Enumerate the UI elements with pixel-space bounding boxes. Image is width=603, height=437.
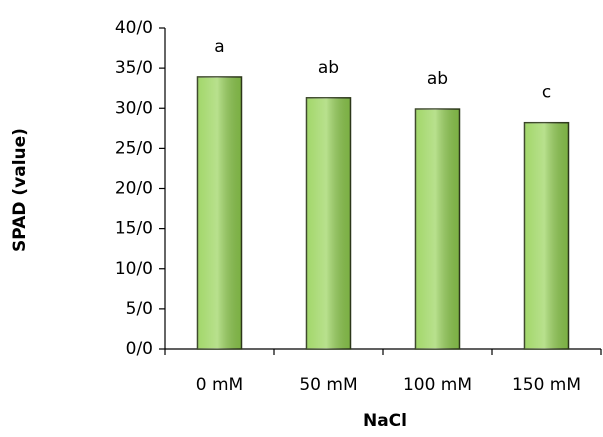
bar-shading [415, 109, 460, 350]
y-tick-label: 40/0 [115, 18, 153, 38]
y-tick-label: 30/0 [115, 98, 153, 118]
x-tick-label: 150 mM [512, 375, 581, 395]
significance-label: ab [318, 58, 339, 78]
y-tick-label: 20/0 [115, 179, 153, 199]
x-axis-label: NaCl [363, 411, 407, 431]
x-tick-label: 100 mM [403, 375, 472, 395]
y-axis-label: SPAD (value) [10, 128, 30, 252]
y-tick-label: 5/0 [126, 299, 153, 319]
y-tick-label: 10/0 [115, 259, 153, 279]
significance-label: c [542, 83, 551, 103]
significance-label: a [214, 37, 224, 57]
bar-shading [197, 76, 242, 349]
y-tick-label: 15/0 [115, 219, 153, 239]
x-tick-label: 0 mM [196, 375, 243, 395]
y-tick-label: 25/0 [115, 138, 153, 158]
y-tick-label: 0/0 [126, 339, 153, 359]
bar-shading [306, 97, 351, 349]
bar-shading [524, 122, 569, 349]
significance-label: ab [427, 69, 448, 89]
x-tick-label: 50 mM [299, 375, 357, 395]
y-tick-label: 35/0 [115, 58, 153, 78]
